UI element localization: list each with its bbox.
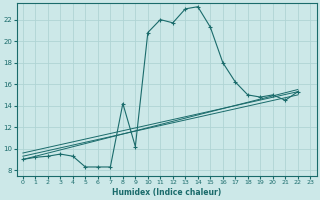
- X-axis label: Humidex (Indice chaleur): Humidex (Indice chaleur): [112, 188, 221, 197]
